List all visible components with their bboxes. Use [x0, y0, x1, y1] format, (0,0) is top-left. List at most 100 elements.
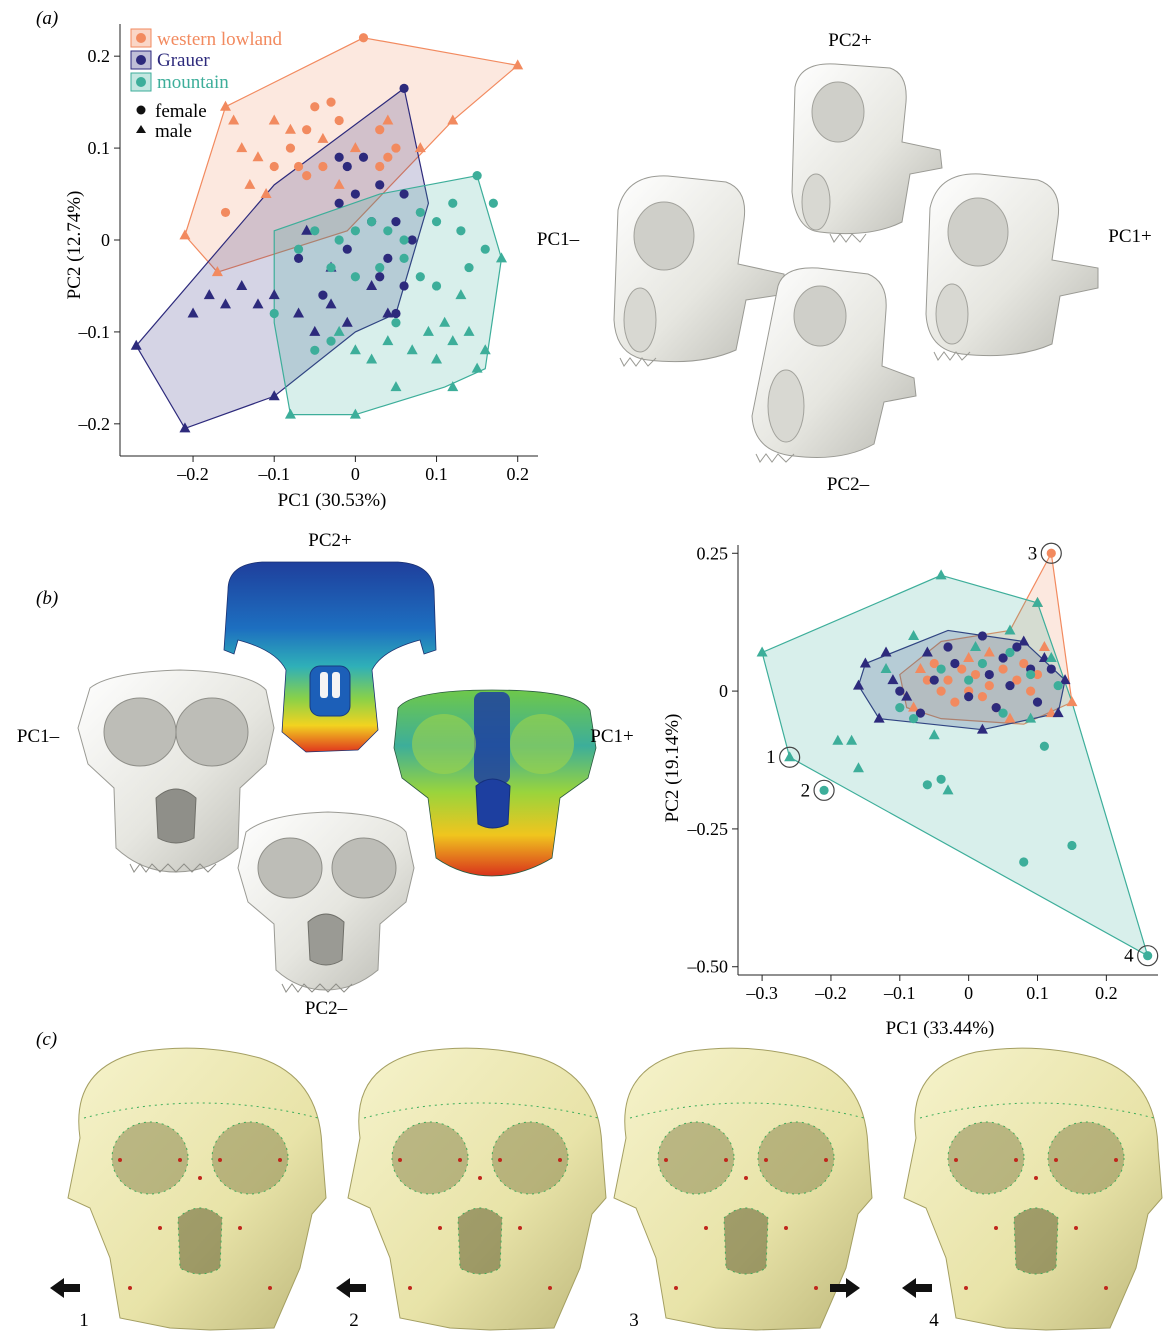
point-female-mountain [1019, 857, 1029, 867]
point-female-grauer [399, 83, 409, 93]
morph-label-b-top: PC2+ [308, 530, 351, 551]
point-female-grauer [895, 686, 905, 696]
point-male-western-lowland [447, 114, 459, 125]
point-male-mountain [908, 629, 920, 640]
point-female-western-lowland [936, 686, 946, 696]
skull-render-a-bottom [751, 267, 917, 463]
legend-marker-western-lowland [136, 33, 146, 43]
point-female-mountain [310, 345, 320, 355]
point-female-western-lowland [302, 171, 312, 181]
point-female-western-lowland [326, 97, 336, 107]
point-male-mountain [1025, 712, 1037, 723]
morph-label-b-right: PC1+ [590, 726, 633, 747]
point-male-grauer [976, 723, 988, 734]
point-female-mountain [1143, 951, 1153, 961]
point-female-western-lowland [1032, 669, 1043, 680]
point-male-western-lowland [1045, 707, 1057, 718]
x-tick-label: 0.2 [506, 464, 529, 484]
point-female-grauer [293, 253, 304, 263]
fossil-nasal-aperture [457, 1207, 503, 1275]
point-female-grauer [342, 161, 352, 172]
fossil-landmark [784, 1226, 788, 1230]
fossil-orbit-left [391, 1121, 469, 1195]
fossil-landmark [458, 1158, 462, 1162]
point-male-mountain [1045, 652, 1057, 663]
fossil-landmark [558, 1158, 562, 1162]
x-tick-label: 0.2 [1095, 983, 1118, 1003]
fossil-skull-shape [613, 1047, 873, 1331]
point-male-mountain [439, 316, 451, 327]
point-female-western-lowland [375, 161, 385, 172]
fossil-landmark [964, 1286, 968, 1290]
point-male-mountain [970, 640, 982, 651]
fossil-landmark [398, 1158, 402, 1162]
fossil-landmark [128, 1286, 132, 1290]
point-male-mountain [406, 344, 418, 355]
point-female-mountain [1039, 741, 1049, 751]
point-female-western-lowland [957, 664, 967, 674]
point-male-grauer [203, 289, 215, 300]
point-male-grauer [187, 307, 199, 318]
point-male-grauer [366, 279, 378, 290]
fossil-landmark [158, 1226, 162, 1230]
point-male-western-lowland [228, 114, 240, 125]
fossil-landmark [1054, 1158, 1058, 1162]
point-female-mountain [1067, 840, 1077, 851]
point-male-grauer [921, 646, 933, 657]
point-male-grauer [293, 307, 305, 318]
point-male-western-lowland [963, 652, 975, 663]
point-female-mountain [391, 318, 401, 328]
point-male-mountain [382, 335, 394, 346]
point-female-grauer [399, 281, 409, 291]
specimen-circle [813, 779, 835, 801]
point-male-mountain [447, 381, 459, 392]
point-male-western-lowland [382, 114, 394, 125]
legend-label-female: female [155, 101, 207, 122]
point-male-western-lowland [333, 178, 345, 189]
face-render-bottom [237, 811, 415, 993]
y-tick-label: –0.50 [687, 957, 729, 977]
point-female-grauer [358, 152, 369, 162]
point-male-grauer [1052, 707, 1064, 718]
fossil-landmark [954, 1158, 958, 1162]
point-male-western-lowland [317, 132, 329, 143]
y-tick-label: –0.1 [78, 322, 111, 342]
point-male-grauer [268, 390, 280, 401]
point-female-mountain [350, 272, 360, 282]
point-female-grauer [334, 198, 344, 208]
direction-arrow-left-icon [902, 1278, 932, 1298]
point-female-western-lowland [984, 680, 994, 691]
direction-arrow-right-icon [830, 1278, 860, 1298]
point-female-mountain [472, 171, 482, 181]
direction-arrow-left-icon [50, 1278, 80, 1298]
point-male-grauer [901, 690, 913, 701]
point-female-grauer [391, 217, 401, 227]
point-female-mountain [326, 336, 336, 346]
morph-label-b-bottom: PC2– [305, 998, 348, 1019]
fossil-landmark [268, 1286, 272, 1290]
hull-western-lowland [184, 37, 520, 273]
point-male-grauer [341, 316, 353, 327]
fossil-nasal-aperture [723, 1207, 769, 1275]
point-female-western-lowland [943, 675, 953, 685]
specimen-label: 2 [801, 780, 811, 801]
point-female-western-lowland [293, 161, 304, 172]
point-female-grauer [334, 152, 344, 162]
fossil-landmark [1114, 1158, 1118, 1162]
hull-mountain [273, 174, 503, 416]
hull-mountain [761, 574, 1149, 957]
point-male-mountain [349, 408, 361, 419]
point-female-mountain [350, 226, 360, 236]
point-male-mountain [942, 784, 954, 795]
point-female-western-lowland [302, 125, 312, 135]
point-female-grauer [375, 180, 385, 190]
point-female-mountain [1005, 647, 1015, 658]
fossil-landmark [1014, 1158, 1018, 1162]
fossil-landmark [994, 1226, 998, 1230]
point-female-western-lowland [1046, 548, 1056, 558]
y-tick-label: 0.25 [697, 543, 729, 563]
point-female-western-lowland [220, 207, 231, 218]
y-tick-label: 0.2 [88, 46, 111, 66]
point-female-grauer [950, 658, 960, 669]
point-male-western-lowland [268, 114, 280, 125]
